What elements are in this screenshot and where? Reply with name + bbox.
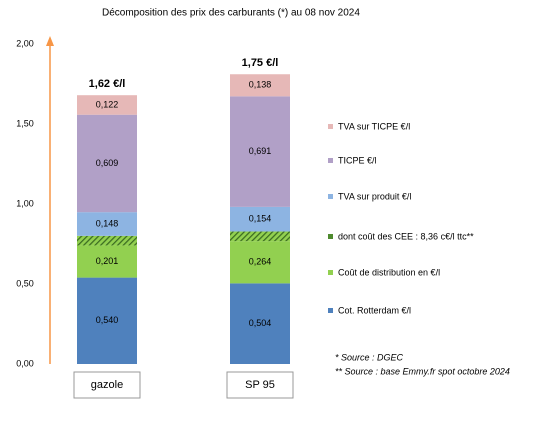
legend-label: Coût de distribution en €/l: [338, 267, 440, 277]
bar-segment: [230, 206, 290, 232]
bar-segment: [77, 235, 137, 246]
value-label: 0,122: [96, 99, 119, 109]
legend-label: TVA sur produit €/l: [338, 191, 411, 201]
total-label: 1,62 €/l: [89, 78, 126, 90]
category-box: [73, 371, 141, 399]
legend-marker: [328, 270, 333, 275]
bar-segment: [77, 114, 137, 213]
source: * Source : DGEC: [335, 352, 404, 362]
source: ** Source : base Emmy.fr spot octobre 20…: [335, 366, 510, 376]
x-tick-label: SP 95: [245, 379, 275, 391]
value-label: 0,504: [249, 318, 272, 328]
legend-marker: [328, 308, 333, 313]
value-label: 0,154: [249, 214, 272, 224]
y-tick-label: 1,00: [16, 198, 34, 208]
legend-label: dont coût des CEE : 8,36 c€/l ttc**: [338, 231, 474, 241]
legend-marker: [328, 194, 333, 199]
bar-segment: [77, 212, 137, 236]
bar-segment: [77, 277, 137, 364]
value-label: 0,138: [249, 80, 272, 90]
bar-segment: [230, 96, 290, 207]
value-label: 0,691: [249, 146, 272, 156]
value-label: 0,540: [96, 315, 119, 325]
value-label: 0,609: [96, 158, 119, 168]
chart-title: Décomposition des prix des carburants (*…: [102, 8, 360, 19]
bar-segment: [230, 283, 290, 364]
y-tick-label: 0,00: [16, 358, 34, 368]
bar-segment: [230, 74, 290, 97]
y-tick-label: 0,50: [16, 278, 34, 288]
category-box: [226, 371, 294, 399]
value-label: 0,264: [249, 257, 272, 267]
bar-segment: [77, 95, 137, 115]
legend-label: TVA sur TICPE €/l: [338, 121, 410, 131]
legend-label: TICPE €/l: [338, 155, 377, 165]
legend-marker: [328, 158, 333, 163]
y-tick-label: 1,50: [16, 118, 34, 128]
total-label: 1,75 €/l: [242, 57, 279, 69]
legend-marker: [328, 234, 333, 239]
bar-segment: [230, 241, 290, 284]
y-tick-label: 2,00: [16, 38, 34, 48]
bar-segment: [77, 245, 137, 278]
bar-segment: [230, 231, 290, 242]
value-label: 0,148: [96, 218, 119, 228]
legend-marker: [328, 124, 333, 129]
legend-label: Cot. Rotterdam €/l: [338, 305, 411, 315]
x-tick-label: gazole: [91, 379, 123, 391]
value-label: 0,201: [96, 256, 119, 266]
arrow-head: [46, 36, 54, 46]
